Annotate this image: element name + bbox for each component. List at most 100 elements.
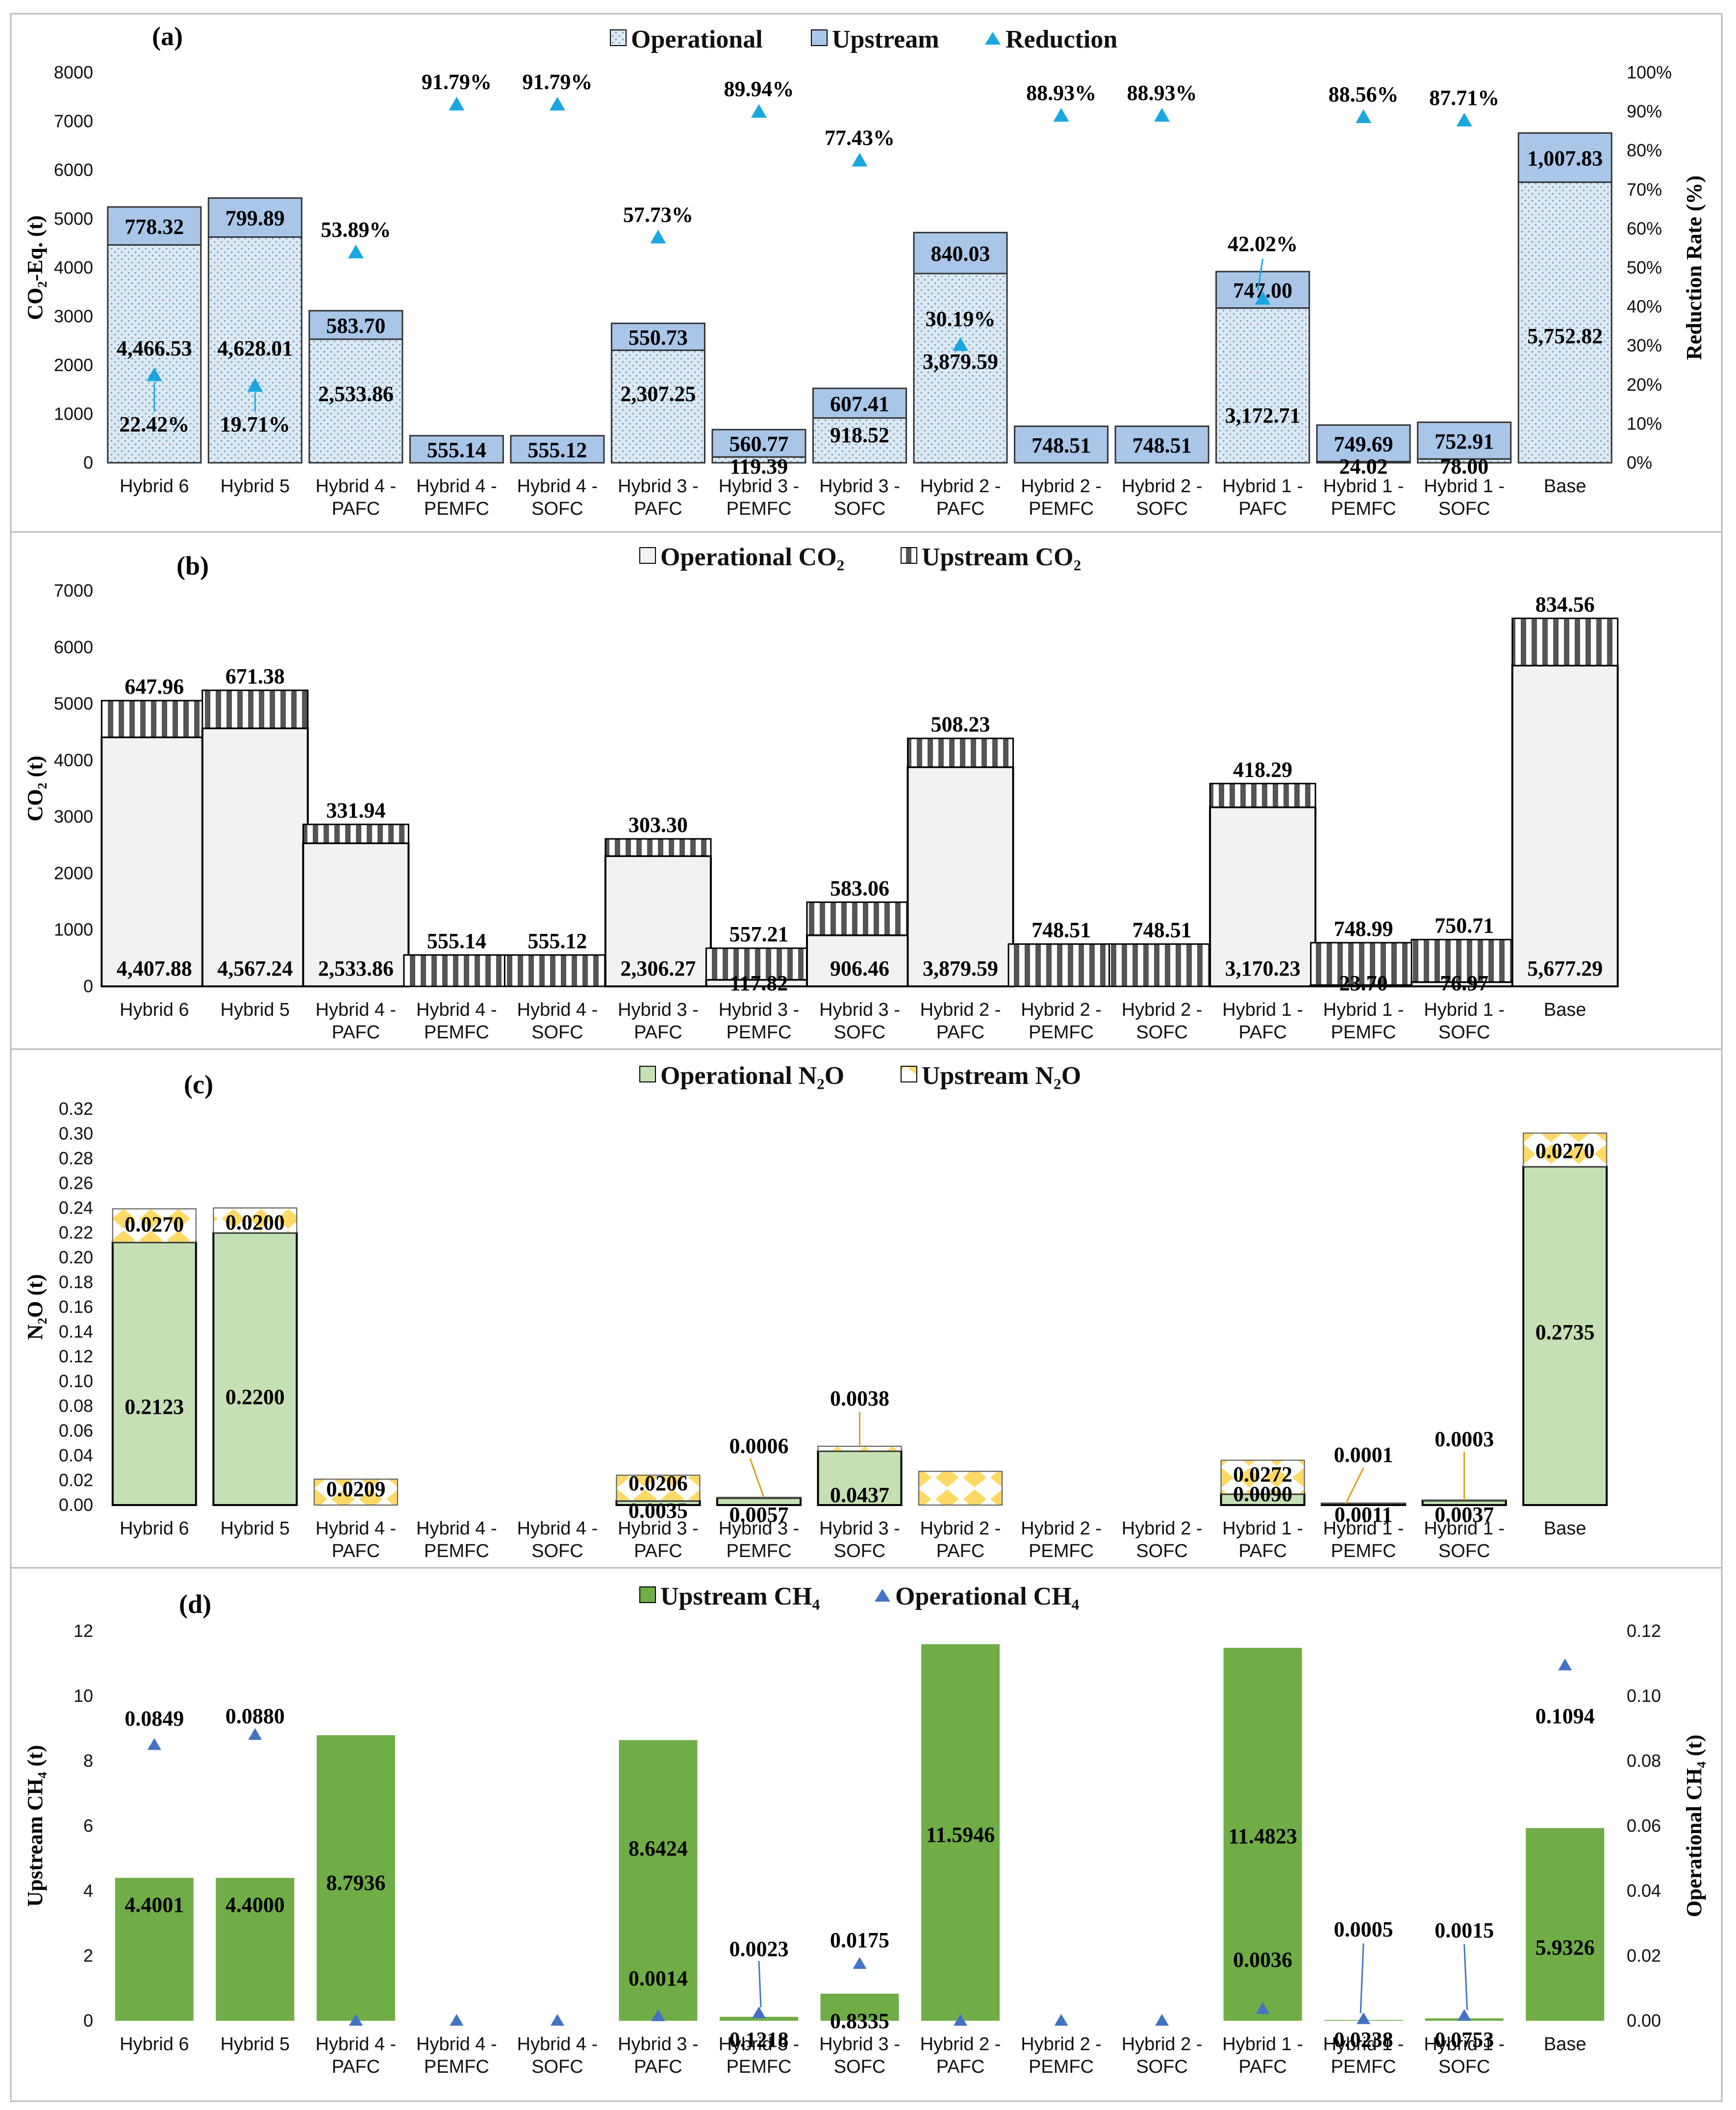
bar-upstream-co2 bbox=[101, 700, 208, 738]
panel-title: (a) bbox=[152, 22, 183, 51]
bar-upstream bbox=[308, 310, 403, 340]
label-operational-ch4: 0.1094 bbox=[1535, 1704, 1595, 1728]
y-tick-label: 4000 bbox=[54, 750, 93, 770]
bar-upstream-co2 bbox=[302, 824, 409, 844]
x-tick-label: SOFC bbox=[834, 1022, 886, 1043]
x-tick-label: SOFC bbox=[834, 2057, 886, 2077]
label-reduction: 91.79% bbox=[522, 70, 592, 94]
y-tick-label: 10 bbox=[74, 1686, 93, 1706]
bar-upstream-ch4 bbox=[619, 1740, 698, 2021]
marker-reduction bbox=[348, 245, 364, 259]
x-tick-label: Hybrid 1 - bbox=[1424, 1518, 1505, 1539]
bar-upstream-n2o bbox=[112, 1208, 197, 1243]
x-tick-label: Hybrid 4 - bbox=[517, 1000, 598, 1020]
leader-line bbox=[1359, 1943, 1364, 2013]
panel-title: (d) bbox=[179, 1589, 211, 1619]
panel-b: 0 1000 2000 3000 4000 5000 6000 7000 Hybrid 6 Hyb… bbox=[10, 531, 1723, 1050]
label-upstream-co2: 671.38 bbox=[226, 664, 285, 688]
label-reduction: 57.73% bbox=[623, 202, 693, 226]
bar-upstream bbox=[1517, 132, 1612, 183]
x-tick-label: SOFC bbox=[531, 1541, 583, 1561]
label-upstream-co2: 303.30 bbox=[629, 813, 688, 837]
bar-operational-n2o bbox=[212, 1231, 298, 1506]
y-tick-label: 0.24 bbox=[59, 1198, 93, 1218]
x-tick-label: PAFC bbox=[1238, 1022, 1287, 1043]
panel-c: 0.00 0.02 0.04 0.06 0.08 0.10 0.12 0.14 0.16 0.18… bbox=[10, 1048, 1723, 1569]
y-axis-title: CO₂ (t) bbox=[23, 755, 47, 821]
label-reduction: 77.43% bbox=[825, 126, 895, 150]
bar-upstream-co2 bbox=[201, 689, 309, 729]
label-reduction: 30.19% bbox=[926, 307, 996, 331]
label-operational-n2o: 0.0037 bbox=[1434, 1503, 1494, 1527]
marker-reduction bbox=[650, 229, 666, 244]
marker-operational-ch4 bbox=[1558, 1658, 1572, 1671]
marker-operational-ch4 bbox=[651, 2009, 665, 2021]
x-tick-label: PAFC bbox=[634, 499, 682, 519]
x-tick-label: Hybrid 2 - bbox=[1122, 1000, 1203, 1020]
x-tick-label: Hybrid 5 bbox=[221, 1000, 290, 1020]
label-operational-ch4: 0.0023 bbox=[729, 1937, 788, 1961]
marker-operational-ch4 bbox=[450, 2014, 464, 2026]
marker-operational-ch4 bbox=[248, 1728, 262, 1740]
y2-axis-title: Operational CH₄ (t) bbox=[1682, 1734, 1706, 1917]
legend-operational-n2o-label: Operational N₂O bbox=[660, 1062, 844, 1090]
label-operational: 5,752.82 bbox=[1527, 324, 1603, 348]
x-tick-label: Hybrid 2 - bbox=[1122, 476, 1203, 497]
y2-tick-label: 0.02 bbox=[1627, 1946, 1661, 1966]
x-tick-label: Hybrid 2 - bbox=[920, 2034, 1001, 2055]
bar-upstream bbox=[510, 435, 605, 464]
legend-reduction-label: Reduction bbox=[1006, 25, 1117, 53]
y-tick-label: 0.14 bbox=[59, 1322, 93, 1342]
label-upstream-ch4: 0.1218 bbox=[729, 2028, 788, 2052]
legend-upstream-label: Upstream bbox=[832, 25, 939, 53]
label-upstream: 749.69 bbox=[1334, 432, 1393, 456]
bar-upstream bbox=[1114, 426, 1209, 464]
x-tick-label: Hybrid 3 - bbox=[719, 476, 800, 497]
x-tick-label: Base bbox=[1544, 1518, 1586, 1539]
leader-line bbox=[749, 1458, 765, 1498]
label-upstream-n2o: 0.0038 bbox=[830, 1386, 889, 1410]
x-tick-label: SOFC bbox=[1438, 1541, 1490, 1561]
x-tick-label: SOFC bbox=[531, 499, 583, 519]
y2-tick-label: 0.04 bbox=[1627, 1881, 1661, 1901]
x-tick-label: SOFC bbox=[834, 499, 886, 519]
x-tick-label: PEMFC bbox=[1331, 1541, 1396, 1561]
x-tick-label: Hybrid 3 - bbox=[618, 476, 699, 497]
bar-operational-co2 bbox=[806, 934, 913, 988]
x-tick-label: Hybrid 4 - bbox=[517, 1518, 598, 1539]
bar-upstream-co2 bbox=[907, 737, 1014, 768]
legend-upstream-co2-swatch bbox=[901, 547, 917, 564]
y-tick-label: 7000 bbox=[54, 580, 93, 601]
bar-upstream-co2 bbox=[604, 838, 712, 857]
label-operational: 2,307.25 bbox=[620, 382, 696, 406]
marker-operational-ch4 bbox=[1457, 2009, 1471, 2021]
y-tick-label: 1000 bbox=[54, 920, 93, 940]
bar-upstream-ch4 bbox=[216, 1878, 295, 2021]
y-tick-label: 0.06 bbox=[59, 1421, 93, 1441]
bar-operational bbox=[610, 349, 705, 464]
x-tick-label: Hybrid 6 bbox=[120, 2034, 189, 2055]
label-operational-n2o: 0.2735 bbox=[1535, 1320, 1595, 1344]
x-tick-label: SOFC bbox=[531, 1022, 583, 1043]
label-operational: 4,466.53 bbox=[117, 336, 192, 360]
marker-reduction bbox=[1053, 108, 1069, 122]
y2-tick-label: 90% bbox=[1627, 101, 1662, 122]
y-tick-label: 2 bbox=[83, 1946, 93, 1966]
x-tick-label: Hybrid 6 bbox=[120, 1000, 189, 1020]
bar-operational-n2o bbox=[817, 1450, 903, 1506]
label-upstream-ch4: 0.0753 bbox=[1434, 2028, 1494, 2052]
marker-operational-ch4 bbox=[550, 2014, 564, 2026]
leader-line bbox=[1463, 1944, 1468, 2010]
bar-upstream-ch4 bbox=[1526, 1828, 1605, 2021]
label-upstream: 799.89 bbox=[226, 206, 285, 230]
bar-upstream bbox=[711, 428, 806, 458]
label-upstream: 748.51 bbox=[1132, 433, 1192, 457]
y-tick-label: 5000 bbox=[54, 209, 93, 229]
marker-operational-ch4 bbox=[752, 2006, 766, 2018]
x-tick-label: PEMFC bbox=[726, 1541, 791, 1561]
label-upstream-n2o: 0.0006 bbox=[729, 1434, 788, 1458]
x-tick-label: Hybrid 3 - bbox=[819, 2034, 900, 2055]
marker-operational-ch4 bbox=[853, 1957, 867, 1969]
bar-operational-co2 bbox=[302, 842, 410, 987]
label-operational-n2o: 0.0057 bbox=[729, 1503, 788, 1527]
